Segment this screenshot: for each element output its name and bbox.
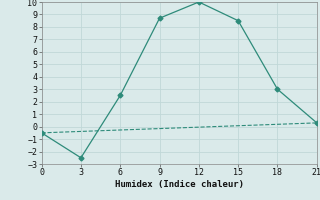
X-axis label: Humidex (Indice chaleur): Humidex (Indice chaleur) [115,180,244,189]
